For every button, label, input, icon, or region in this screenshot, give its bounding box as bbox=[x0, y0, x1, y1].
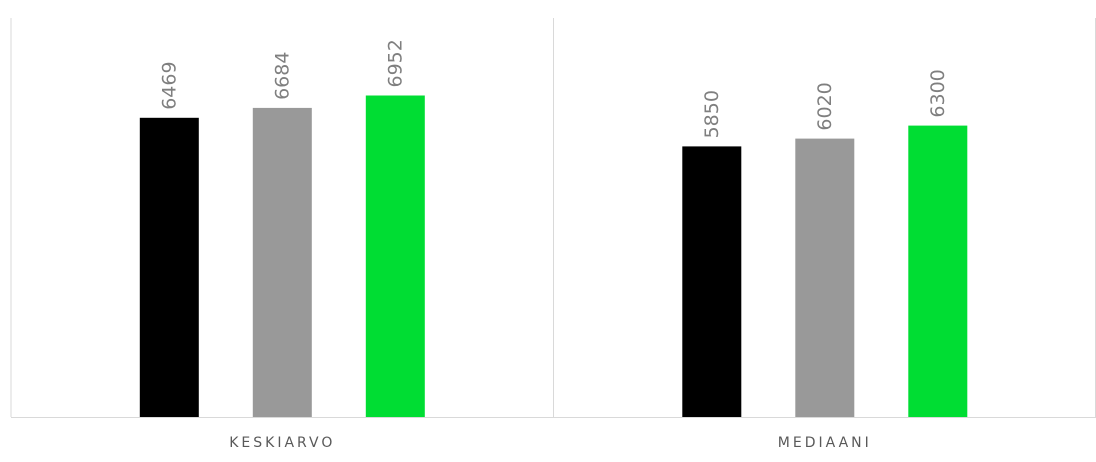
bar-keskiarvo-3 bbox=[365, 95, 425, 417]
labels-layer: 6469 6684 6952 5850 6020 6300 bbox=[158, 39, 949, 138]
category-label-mediaani: MEDIAANI bbox=[778, 435, 872, 451]
data-label-keskiarvo-1: 6469 bbox=[158, 61, 180, 109]
data-label-mediaani-1: 5850 bbox=[701, 90, 723, 138]
bars-layer bbox=[139, 95, 968, 418]
bar-keskiarvo-1 bbox=[139, 117, 199, 418]
data-label-mediaani-3: 6300 bbox=[927, 69, 949, 117]
data-label-keskiarvo-3: 6952 bbox=[384, 39, 406, 87]
bar-mediaani-3 bbox=[908, 125, 968, 417]
bar-keskiarvo-2 bbox=[252, 107, 312, 418]
data-label-keskiarvo-2: 6684 bbox=[271, 52, 293, 100]
category-label-keskiarvo: KESKIARVO bbox=[229, 435, 335, 451]
bar-mediaani-2 bbox=[795, 138, 855, 417]
bar-mediaani-1 bbox=[682, 146, 742, 417]
data-label-mediaani-2: 6020 bbox=[814, 82, 836, 130]
category-layer: KESKIARVO MEDIAANI bbox=[229, 435, 872, 451]
